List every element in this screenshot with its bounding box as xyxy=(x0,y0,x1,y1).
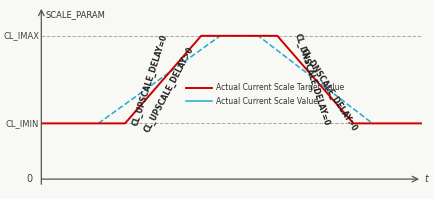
Text: Actual Current Scale Target Value: Actual Current Scale Target Value xyxy=(215,83,343,92)
Text: SCALE_PARAM: SCALE_PARAM xyxy=(46,10,105,19)
Text: CL_UPSCALE_DELAY=0: CL_UPSCALE_DELAY=0 xyxy=(130,33,168,127)
Text: Actual Current Scale Value: Actual Current Scale Value xyxy=(215,97,317,106)
Text: CL_IMAX: CL_IMAX xyxy=(3,31,39,40)
Text: t: t xyxy=(423,174,427,184)
Text: 0: 0 xyxy=(26,174,33,184)
Text: CL_UPSCALE_DELAY>0: CL_UPSCALE_DELAY>0 xyxy=(142,45,195,134)
Text: CL_IMIN: CL_IMIN xyxy=(6,119,39,128)
Text: CL_DNSCALE_DELAY=0: CL_DNSCALE_DELAY=0 xyxy=(292,32,330,127)
Text: CL_DNSCALE_DELAY>0: CL_DNSCALE_DELAY>0 xyxy=(298,47,358,133)
